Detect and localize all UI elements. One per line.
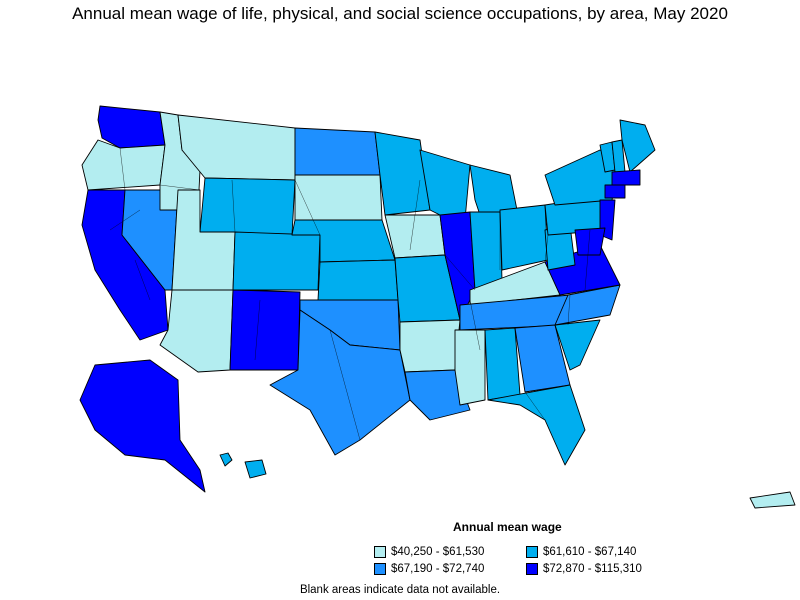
legend-swatch-4 [526, 563, 538, 575]
legend-item-4: $72,870 - $115,310 [526, 563, 674, 575]
area-boundary [444, 254, 476, 291]
region-massachusetts [611, 169, 641, 186]
map-title: Annual mean wage of life, physical, and … [72, 4, 728, 23]
legend-label-2: $61,610 - $67,140 [543, 546, 637, 558]
legend-label-4: $72,870 - $115,310 [543, 563, 642, 575]
legend: $40,250 - $61,530 $61,610 - $67,140 $67,… [374, 546, 674, 575]
area-boundary [134, 259, 151, 301]
region-puerto-rico [749, 491, 796, 509]
region-ohio [499, 204, 549, 271]
legend-swatch-1 [374, 546, 386, 558]
area-boundary [584, 229, 591, 291]
region-minnesota [374, 131, 431, 216]
area-boundary [231, 179, 236, 233]
region-maine [619, 119, 656, 173]
area-boundary [159, 184, 201, 191]
region-maryland [574, 227, 606, 256]
area-boundary [329, 329, 361, 441]
region-south-dakota [294, 174, 383, 221]
region-indiana [469, 211, 503, 291]
legend-item-2: $61,610 - $67,140 [526, 546, 674, 558]
region-colorado [232, 231, 321, 291]
area-boundary [567, 294, 571, 326]
region-hawaii [219, 452, 267, 479]
region-kansas [317, 259, 399, 301]
area-boundary [109, 209, 141, 231]
region-connecticut [604, 184, 626, 199]
area-boundary [394, 257, 399, 301]
region-alaska [79, 359, 206, 493]
region-florida [487, 384, 586, 466]
region-mississippi [454, 329, 486, 406]
legend-label-1: $40,250 - $61,530 [391, 546, 485, 558]
region-north-dakota [294, 127, 381, 176]
legend-swatch-2 [526, 546, 538, 558]
footnote: Blank areas indicate data not available. [299, 584, 501, 596]
legend-label-3: $67,190 - $72,740 [391, 563, 485, 575]
region-washington [97, 105, 166, 149]
region-wyoming [199, 177, 296, 236]
area-boundary [544, 234, 549, 263]
legend-item-1: $40,250 - $61,530 [374, 546, 526, 558]
area-boundary [524, 391, 546, 421]
legend-item-3: $67,190 - $72,740 [374, 563, 526, 575]
region-arkansas [399, 319, 461, 373]
area-boundary [119, 147, 126, 191]
region-oregon [81, 139, 166, 191]
area-boundary [294, 179, 321, 236]
region-south-carolina [554, 319, 601, 371]
area-boundary [409, 179, 421, 251]
region-iowa [384, 214, 446, 259]
region-new-mexico [229, 289, 301, 371]
legend-swatch-3 [374, 563, 386, 575]
area-boundary [469, 299, 481, 351]
region-louisiana [404, 369, 471, 421]
legend-title: Annual mean wage [453, 520, 562, 534]
region-alabama [484, 327, 521, 401]
area-boundary [379, 174, 386, 216]
area-boundary [254, 299, 261, 361]
region-arizona [159, 289, 234, 373]
